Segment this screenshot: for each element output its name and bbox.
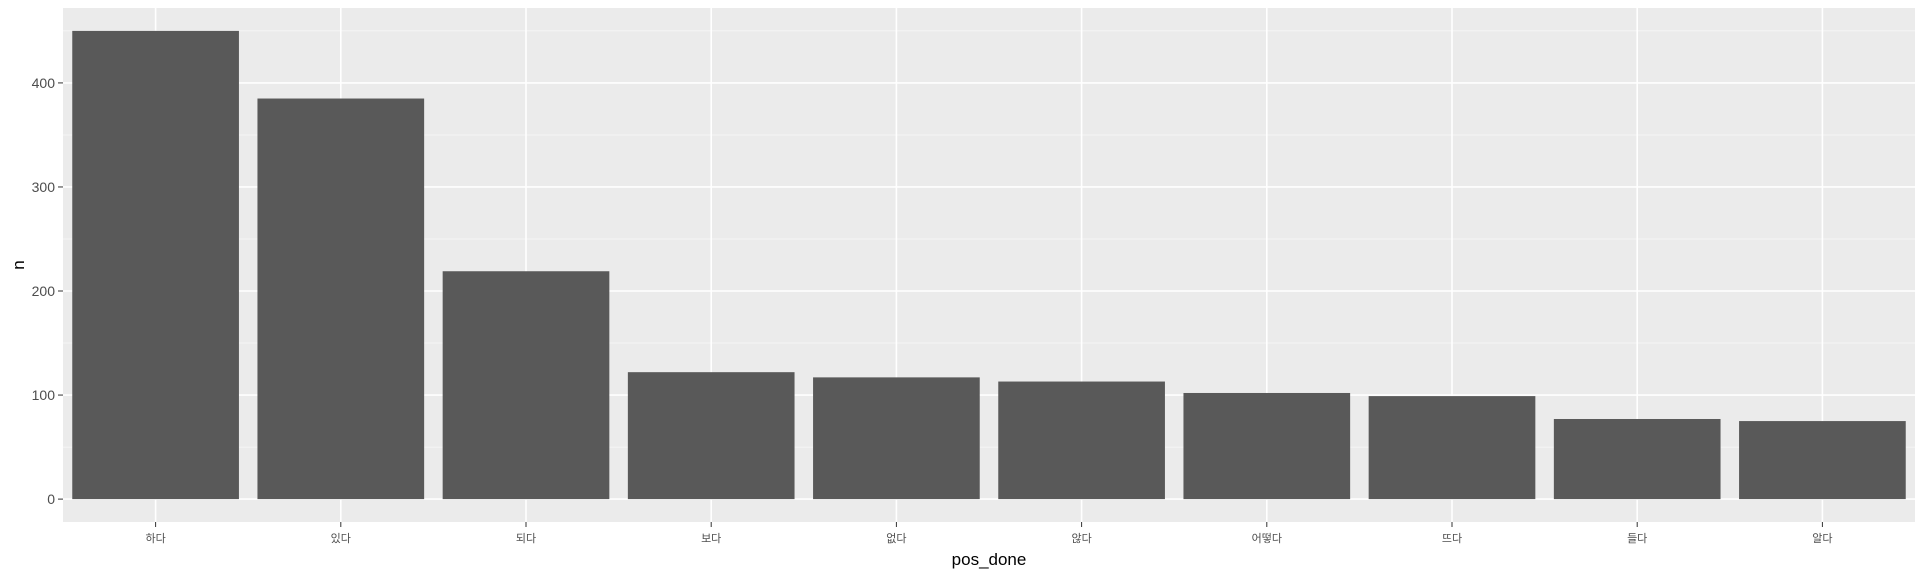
- y-tick-label: 400: [32, 75, 56, 91]
- x-tick-label: 않다: [1071, 532, 1091, 545]
- bar: [442, 271, 610, 500]
- y-tick-label: 200: [32, 283, 56, 299]
- x-tick-label: 있다: [331, 532, 351, 545]
- y-tick-label: 100: [32, 387, 56, 403]
- y-tick-label: 0: [47, 491, 55, 507]
- bar: [1183, 392, 1351, 500]
- bar: [813, 377, 980, 500]
- bar: [1368, 396, 1536, 500]
- x-tick-label: 되다: [516, 532, 536, 545]
- bar: [1553, 418, 1721, 500]
- x-tick-label: 하다: [145, 531, 165, 545]
- bar: [1739, 421, 1906, 500]
- x-axis-title: pos_done: [952, 550, 1027, 569]
- bars: [72, 30, 1906, 500]
- x-tick-label: 보다: [701, 532, 721, 545]
- x-tick-label: 들다: [1627, 532, 1647, 545]
- bar: [998, 381, 1165, 500]
- x-tick-label: 어떻다: [1252, 532, 1282, 545]
- bar: [72, 30, 239, 500]
- y-axis-ticks: 0 100 200 300 400: [32, 75, 63, 507]
- y-tick-label: 300: [32, 179, 56, 195]
- bar: [257, 98, 425, 500]
- x-axis-ticks: 하다 있다 되다 보다 없다 않다 어떻다 뜨다 들다 알다: [145, 522, 1833, 545]
- y-axis-title: n: [9, 260, 28, 269]
- x-tick-label: 없다: [886, 532, 906, 545]
- x-tick-label: 알다: [1812, 531, 1832, 545]
- x-tick-label: 뜨다: [1442, 532, 1462, 545]
- bar: [627, 372, 795, 500]
